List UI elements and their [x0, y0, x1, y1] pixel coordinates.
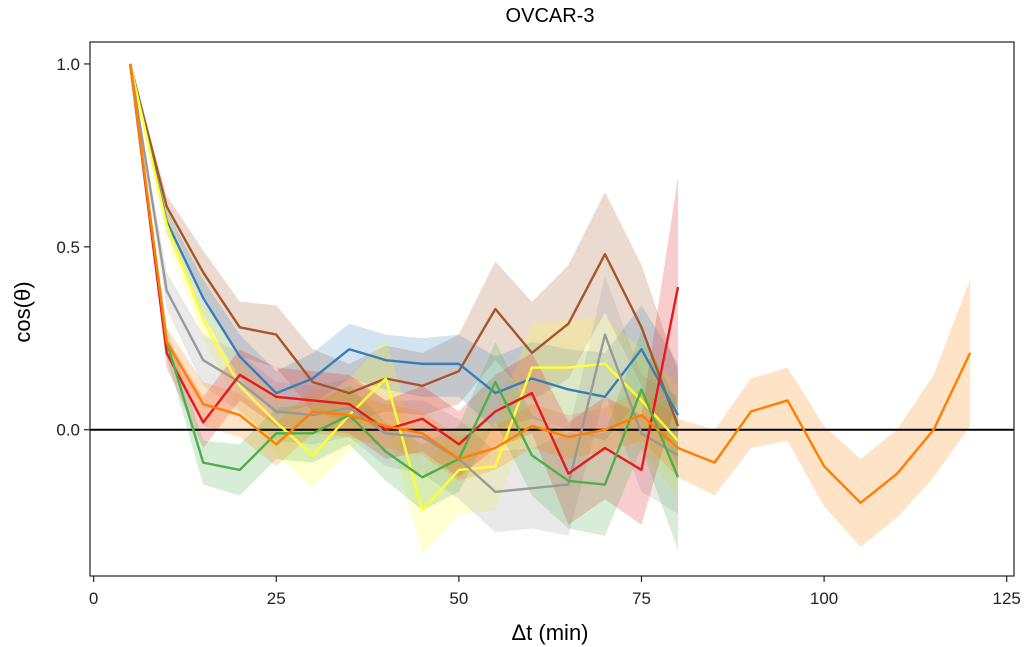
x-tick-label: 100 — [810, 589, 838, 608]
x-tick-label: 75 — [632, 589, 651, 608]
chart-title: OVCAR-3 — [506, 5, 595, 27]
x-axis-title: Δt (min) — [511, 620, 588, 645]
series-1-line — [129, 63, 680, 427]
x-axis: 0 25 50 75 100 125 — [89, 576, 1021, 608]
y-axis-title: cos(θ) — [10, 281, 35, 342]
series-5-band — [130, 63, 678, 525]
x-tick-label: 25 — [267, 589, 286, 608]
y-tick-label: 0.5 — [56, 238, 80, 257]
x-tick-label: 125 — [993, 589, 1021, 608]
series-7-line — [128, 63, 972, 505]
y-axis: 0.0 0.5 1.0 — [56, 55, 90, 440]
series-1-band — [130, 63, 678, 474]
series-5-line — [128, 63, 680, 475]
series-2-line — [129, 63, 680, 416]
series-4-line — [128, 63, 679, 494]
y-tick-label: 1.0 — [56, 55, 80, 74]
series-4-band — [130, 63, 678, 536]
series-2-band — [130, 63, 678, 467]
series-6-line — [128, 63, 680, 486]
series-3-band — [130, 63, 678, 555]
x-tick-label: 0 — [89, 589, 98, 608]
y-tick-label: 0.0 — [56, 421, 80, 440]
series-lines — [128, 63, 972, 512]
plot-frame — [89, 41, 1015, 577]
x-tick-label: 50 — [449, 589, 468, 608]
series-3-line — [129, 63, 679, 512]
confidence-bands — [130, 63, 971, 555]
